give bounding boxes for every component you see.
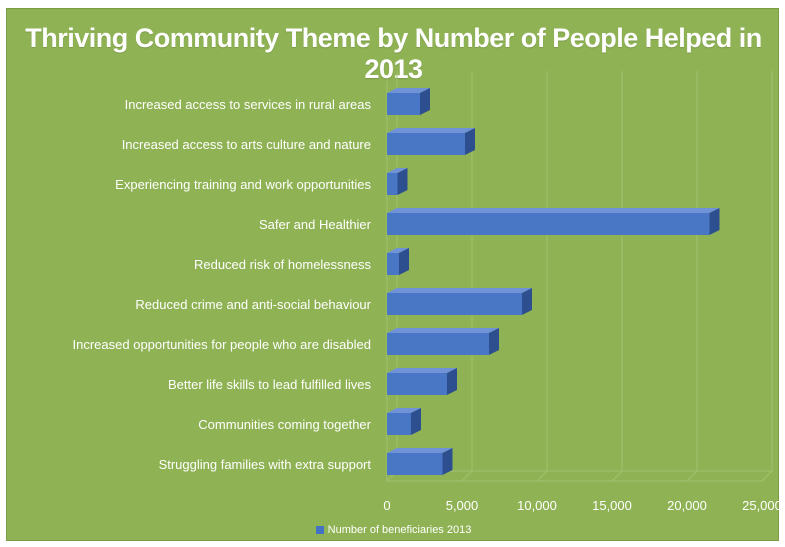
bar-side-face xyxy=(399,248,409,275)
bar-front-face xyxy=(387,213,710,235)
bar-front-face xyxy=(387,253,399,275)
chart-frame: Thriving Community Theme by Number of Pe… xyxy=(6,8,780,541)
category-label: Communities coming together xyxy=(198,417,371,432)
bar-chart-plot: Increased access to services in rural ar… xyxy=(73,71,780,513)
x-tick-label: 25,000 xyxy=(742,498,780,513)
legend-label: Number of beneficiaries 2013 xyxy=(327,524,472,536)
bar xyxy=(387,128,475,155)
gridline xyxy=(761,71,773,482)
bar-top-face xyxy=(387,208,720,213)
bar-side-face xyxy=(447,368,457,395)
bar-side-face xyxy=(420,88,430,115)
x-tick-label: 20,000 xyxy=(667,498,707,513)
bar-top-face xyxy=(387,448,453,453)
bar xyxy=(387,208,720,235)
bar-top-face xyxy=(387,88,430,93)
bar xyxy=(387,408,421,435)
category-label: Reduced risk of homelessness xyxy=(194,257,372,272)
bar xyxy=(387,328,499,355)
category-label: Struggling families with extra support xyxy=(159,457,372,472)
bar-front-face xyxy=(387,333,489,355)
bar-top-face xyxy=(387,288,532,293)
bar-top-face xyxy=(387,128,475,133)
x-tick-label: 15,000 xyxy=(592,498,632,513)
x-tick-label: 0 xyxy=(383,498,390,513)
bar-top-face xyxy=(387,328,499,333)
legend: Number of beneficiaries 2013 xyxy=(7,524,780,536)
bar xyxy=(387,168,408,195)
bar-side-face xyxy=(489,328,499,355)
x-tick-label: 5,000 xyxy=(446,498,479,513)
bars-layer xyxy=(387,88,720,475)
gridline xyxy=(611,71,623,482)
bar-side-face xyxy=(397,168,408,195)
bar-front-face xyxy=(387,413,411,435)
bar-top-face xyxy=(387,168,408,173)
legend-swatch xyxy=(315,526,324,534)
category-label: Increased access to arts culture and nat… xyxy=(122,137,371,152)
bar xyxy=(387,368,457,395)
bar-front-face xyxy=(387,453,443,475)
bar-top-face xyxy=(387,248,409,253)
bar-front-face xyxy=(387,173,398,195)
bar-top-face xyxy=(387,368,457,373)
bar-side-face xyxy=(709,208,720,235)
category-label: Reduced crime and anti-social behaviour xyxy=(135,297,371,312)
bar-front-face xyxy=(387,293,522,315)
bar xyxy=(387,448,453,475)
bar-front-face xyxy=(387,373,447,395)
bar-side-face xyxy=(411,408,421,435)
gridline xyxy=(686,71,698,482)
category-label: Increased opportunities for people who a… xyxy=(73,337,371,352)
category-label: Experiencing training and work opportuni… xyxy=(115,177,371,192)
gridline xyxy=(536,71,548,482)
category-label: Increased access to services in rural ar… xyxy=(125,97,372,112)
category-label: Better life skills to lead fulfilled liv… xyxy=(168,377,372,392)
bar-side-face xyxy=(465,128,475,155)
category-label: Safer and Healthier xyxy=(259,217,372,232)
x-tick-label: 10,000 xyxy=(517,498,557,513)
bar-front-face xyxy=(387,133,465,155)
bar-side-face xyxy=(522,288,532,315)
bar-side-face xyxy=(442,448,453,475)
chart-title: Thriving Community Theme by Number of Pe… xyxy=(25,23,762,84)
category-labels: Increased access to services in rural ar… xyxy=(73,97,372,472)
bar-front-face xyxy=(387,93,420,115)
gridline xyxy=(461,71,473,482)
bar xyxy=(387,88,430,115)
bar xyxy=(387,248,409,275)
bar xyxy=(387,288,532,315)
x-axis-ticks: 0 5,000 10,000 15,000 20,000 25,000 xyxy=(383,498,780,513)
bar-top-face xyxy=(387,408,421,413)
